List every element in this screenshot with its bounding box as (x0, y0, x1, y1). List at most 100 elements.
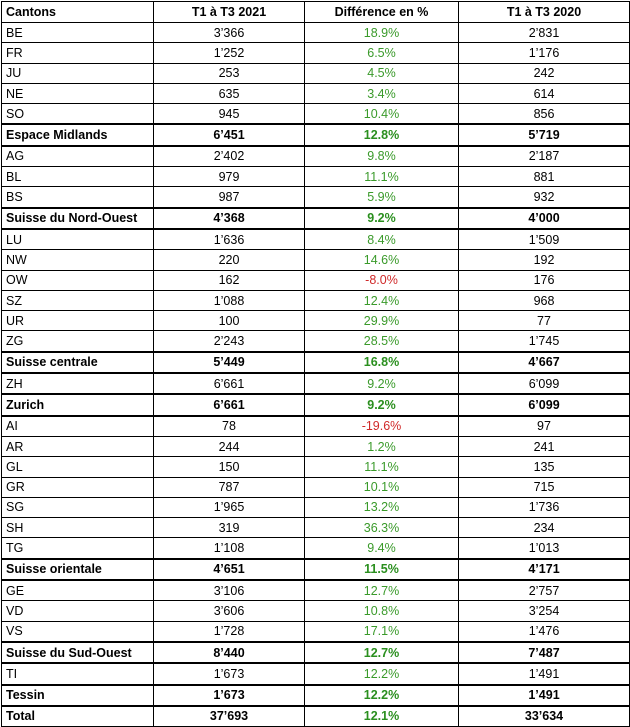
header-t2021: T1 à T3 2021 (153, 1, 305, 23)
diff-cell: 12.2% (304, 683, 459, 707)
region-row: Espace Midlands 6’451 12.8% 5’719 (1, 123, 630, 147)
diff-cell: 10.1% (304, 476, 459, 498)
t2020-cell: 1’013 (458, 537, 630, 560)
t2021-cell: 787 (153, 476, 305, 498)
diff-cell: 16.8% (304, 350, 459, 375)
region-row: Suisse du Nord-Ouest 4’368 9.2% 4’000 (1, 206, 630, 230)
region-row: Zurich 6’661 9.2% 6’099 (1, 393, 630, 417)
t2020-cell: 77 (458, 310, 630, 332)
t2020-cell: 33’634 (458, 705, 630, 727)
t2020-cell: 932 (458, 186, 630, 209)
canton-name-cell: Suisse orientale (1, 557, 154, 582)
t2020-cell: 1’491 (458, 662, 630, 686)
t2021-cell: 1’965 (153, 496, 305, 519)
canton-name-cell: VD (1, 600, 154, 622)
t2021-cell: 2’402 (153, 145, 305, 168)
table-row: BL 979 11.1% 881 (1, 166, 630, 188)
t2021-cell: 4’368 (153, 206, 305, 230)
canton-name-cell: TI (1, 662, 154, 686)
t2021-cell: 945 (153, 103, 305, 125)
t2020-cell: 4’667 (458, 350, 630, 375)
table-row: NE 635 3.4% 614 (1, 82, 630, 105)
canton-name-cell: BL (1, 166, 154, 188)
t2020-cell: 1’491 (458, 683, 630, 707)
diff-cell: 12.1% (304, 705, 459, 727)
canton-name-cell: VS (1, 620, 154, 643)
canton-name-cell: Tessin (1, 683, 154, 707)
canton-name-cell: NW (1, 249, 154, 271)
table-row: ZG 2’243 28.5% 1’745 (1, 330, 630, 353)
t2020-cell: 7’487 (458, 640, 630, 665)
table-row: BS 987 5.9% 932 (1, 186, 630, 209)
t2021-cell: 987 (153, 186, 305, 209)
t2020-cell: 2’757 (458, 579, 630, 602)
t2020-cell: 1’476 (458, 620, 630, 643)
table-row: GL 150 11.1% 135 (1, 456, 630, 478)
canton-name-cell: Suisse du Sud-Ouest (1, 640, 154, 665)
t2020-cell: 2’187 (458, 145, 630, 168)
diff-cell: 14.6% (304, 249, 459, 271)
diff-cell: 9.2% (304, 393, 459, 417)
table-row: GE 3’106 12.7% 2’757 (1, 579, 630, 602)
diff-cell: 9.2% (304, 372, 459, 395)
t2021-cell: 3’366 (153, 21, 305, 44)
canton-name-cell: OW (1, 269, 154, 291)
t2020-cell: 242 (458, 62, 630, 84)
t2021-cell: 1’252 (153, 42, 305, 64)
t2021-cell: 1’673 (153, 683, 305, 707)
canton-name-cell: SO (1, 103, 154, 125)
diff-cell: 12.7% (304, 640, 459, 665)
canton-name-cell: BE (1, 21, 154, 44)
table-row: BE 3’366 18.9% 2’831 (1, 21, 630, 44)
diff-cell: 17.1% (304, 620, 459, 643)
diff-cell: 9.2% (304, 206, 459, 230)
t2021-cell: 1’673 (153, 662, 305, 686)
header-cantons: Cantons (1, 1, 154, 23)
t2020-cell: 5’719 (458, 123, 630, 147)
t2020-cell: 176 (458, 269, 630, 291)
t2020-cell: 135 (458, 456, 630, 478)
canton-name-cell: GE (1, 579, 154, 602)
table-row: VS 1’728 17.1% 1’476 (1, 620, 630, 643)
t2021-cell: 1’108 (153, 537, 305, 560)
diff-cell: 29.9% (304, 310, 459, 332)
table-row: VD 3’606 10.8% 3’254 (1, 600, 630, 622)
table-row: SO 945 10.4% 856 (1, 103, 630, 125)
t2021-cell: 3’106 (153, 579, 305, 602)
table-row: SH 319 36.3% 234 (1, 517, 630, 539)
canton-name-cell: ZH (1, 372, 154, 395)
t2021-cell: 1’636 (153, 228, 305, 251)
t2020-cell: 968 (458, 289, 630, 312)
canton-name-cell: ZG (1, 330, 154, 353)
diff-cell: 4.5% (304, 62, 459, 84)
region-row: Suisse orientale 4’651 11.5% 4’171 (1, 557, 630, 582)
t2020-cell: 881 (458, 166, 630, 188)
total-row: Total 37’693 12.1% 33’634 (1, 705, 630, 727)
canton-name-cell: Total (1, 705, 154, 727)
table-row: UR 100 29.9% 77 (1, 310, 630, 332)
t2021-cell: 6’661 (153, 393, 305, 417)
diff-cell: 11.1% (304, 456, 459, 478)
t2021-cell: 979 (153, 166, 305, 188)
table-body: BE 3’366 18.9% 2’831 FR 1’252 6.5% 1’176 JU 253 4.… (1, 21, 630, 727)
diff-cell: 9.4% (304, 537, 459, 560)
t2020-cell: 614 (458, 82, 630, 105)
table-row: AI 78 -19.6% 97 (1, 415, 630, 437)
t2021-cell: 78 (153, 415, 305, 437)
diff-cell: 12.8% (304, 123, 459, 147)
canton-name-cell: FR (1, 42, 154, 64)
canton-name-cell: SG (1, 496, 154, 519)
canton-name-cell: Espace Midlands (1, 123, 154, 147)
t2021-cell: 635 (153, 82, 305, 105)
header-row: Cantons T1 à T3 2021 Différence en % T1 … (1, 1, 630, 23)
header-t2020: T1 à T3 2020 (458, 1, 630, 23)
table-row: LU 1’636 8.4% 1’509 (1, 228, 630, 251)
canton-name-cell: SZ (1, 289, 154, 312)
t2020-cell: 3’254 (458, 600, 630, 622)
t2021-cell: 3’606 (153, 600, 305, 622)
diff-cell: 18.9% (304, 21, 459, 44)
diff-cell: 10.8% (304, 600, 459, 622)
t2020-cell: 856 (458, 103, 630, 125)
diff-cell: -8.0% (304, 269, 459, 291)
